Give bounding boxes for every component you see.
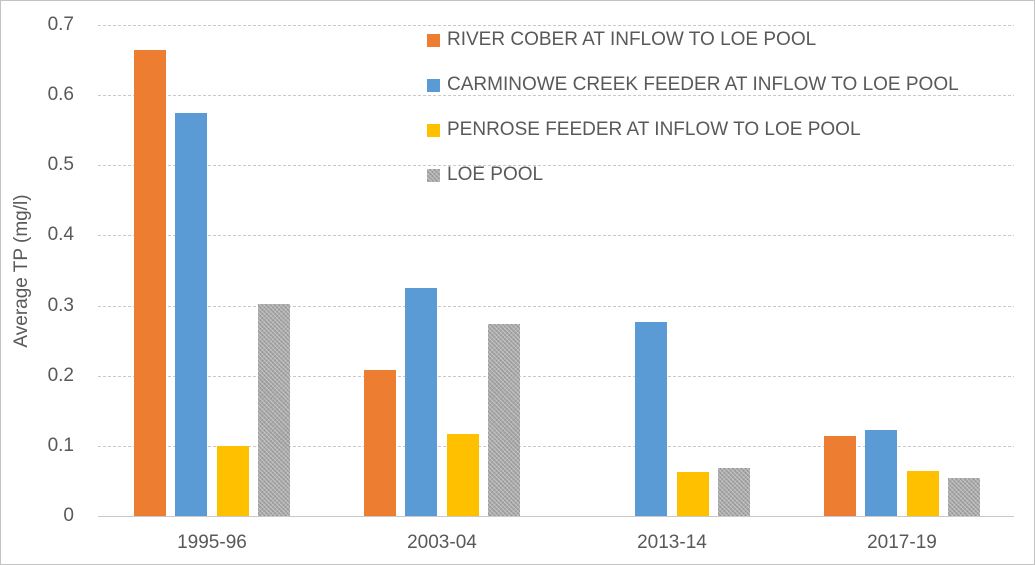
- bar-series3-1995-96: [216, 445, 249, 516]
- legend-swatch-icon: [427, 123, 440, 137]
- bar-series3-2003-04: [446, 433, 479, 516]
- legend-item-series3: PENROSE FEEDER AT INFLOW TO LOE POOL: [427, 119, 861, 140]
- y-tick-label-0: 0: [63, 505, 74, 526]
- y-axis-title: Average TP (mg/l): [11, 194, 32, 348]
- legend-item-series2: CARMINOWE CREEK FEEDER AT INFLOW TO LOE …: [427, 74, 959, 95]
- bar-series4-2013-14: [717, 468, 750, 516]
- legend-label: RIVER COBER AT INFLOW TO LOE POOL: [447, 29, 817, 50]
- plot-area: [98, 25, 1014, 517]
- y-tick-label-0.3: 0.3: [47, 294, 74, 316]
- y-tick-label-0.4: 0.4: [47, 224, 74, 246]
- y-tick-label-0.6: 0.6: [47, 84, 74, 106]
- gridline-0.3: [98, 305, 1014, 307]
- bar-series2-2017-19: [865, 429, 898, 516]
- x-axis-label-1995-96: 1995-96: [177, 532, 247, 553]
- gridline-0.2: [98, 375, 1014, 377]
- gridline-0.6: [98, 95, 1014, 97]
- legend-swatch-icon: [427, 168, 440, 182]
- bar-series2-2003-04: [405, 288, 438, 516]
- bar-series1-2017-19: [824, 436, 856, 516]
- bar-series1-2003-04: [364, 370, 396, 516]
- gridline-0.7: [98, 25, 1014, 26]
- legend-label: LOE POOL: [447, 164, 544, 185]
- legend-swatch-icon: [427, 33, 440, 47]
- bar-series4-2017-19: [947, 478, 980, 516]
- bar-series2-2013-14: [635, 321, 668, 516]
- y-tick-label-0.5: 0.5: [47, 154, 74, 176]
- bar-series3-2013-14: [676, 471, 709, 516]
- gridline-0.1: [98, 445, 1014, 447]
- y-tick-label-0.7: 0.7: [47, 14, 74, 35]
- legend-item-series4: LOE POOL: [427, 164, 544, 185]
- y-tick-label-0.1: 0.1: [47, 434, 74, 456]
- x-axis-label-2013-14: 2013-14: [637, 532, 707, 553]
- legend-swatch-icon: [427, 78, 440, 92]
- bar-series2-1995-96: [175, 112, 208, 516]
- bar-series3-2017-19: [906, 471, 939, 516]
- legend-label: CARMINOWE CREEK FEEDER AT INFLOW TO LOE …: [447, 74, 959, 95]
- bar-series4-1995-96: [257, 304, 290, 516]
- gridline-0.4: [98, 235, 1014, 237]
- x-axis-line: [98, 516, 1014, 517]
- bar-series4-2003-04: [487, 323, 520, 516]
- gridline-0.5: [98, 165, 1014, 167]
- x-axis-label-2017-19: 2017-19: [867, 532, 937, 553]
- legend-label: PENROSE FEEDER AT INFLOW TO LOE POOL: [447, 119, 861, 140]
- bar-series1-1995-96: [134, 49, 166, 516]
- y-tick-label-0.2: 0.2: [47, 364, 74, 386]
- legend-item-series1: RIVER COBER AT INFLOW TO LOE POOL: [427, 29, 817, 50]
- x-axis-label-2003-04: 2003-04: [407, 532, 477, 553]
